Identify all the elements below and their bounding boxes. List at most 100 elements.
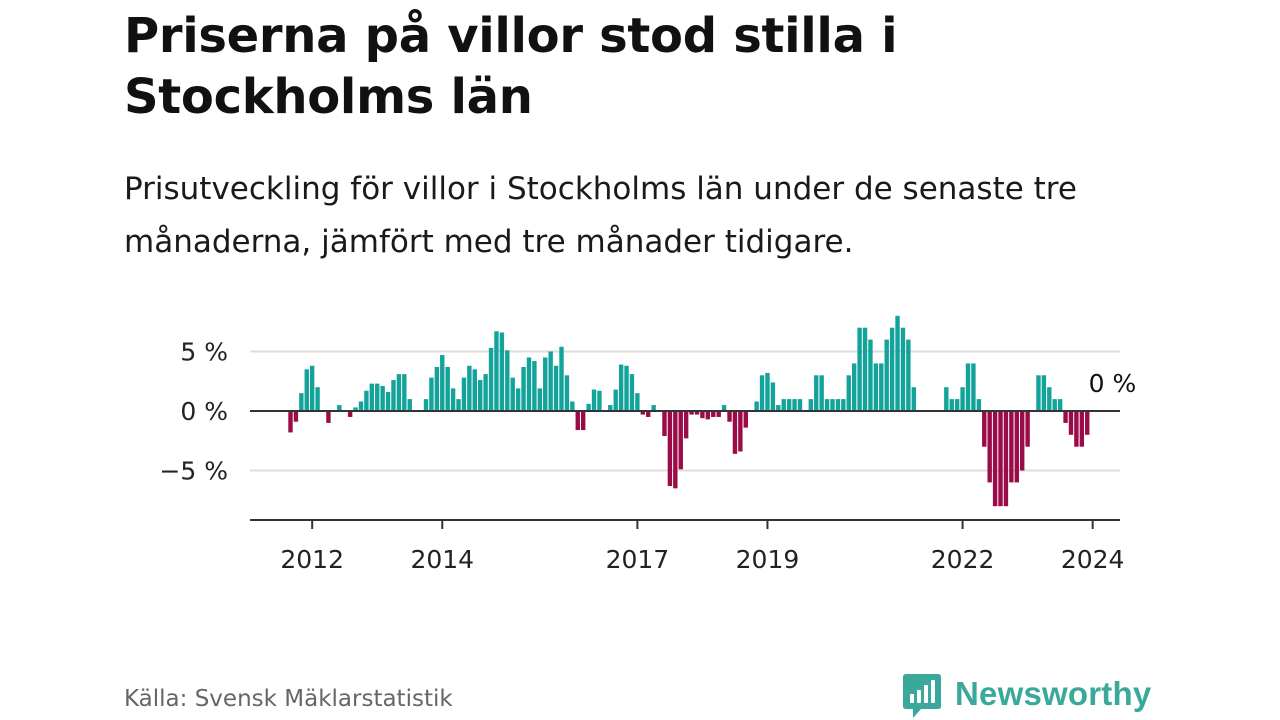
bar: [288, 411, 293, 433]
bar: [456, 399, 461, 411]
bar: [304, 369, 309, 411]
x-tick-label: 2012: [280, 545, 344, 574]
y-tick-label: −5 %: [159, 457, 228, 486]
bar: [797, 399, 803, 411]
newsworthy-icon: [903, 674, 941, 718]
bar: [721, 405, 727, 411]
bar: [461, 377, 467, 411]
bar: [396, 374, 402, 411]
bar: [700, 411, 705, 419]
bar: [629, 374, 635, 411]
bar: [591, 389, 597, 411]
bar: [846, 375, 851, 411]
x-tick-label: 2017: [606, 545, 670, 574]
bar: [505, 350, 510, 411]
bar: [683, 411, 689, 439]
bar: [900, 327, 906, 411]
bar: [711, 411, 716, 417]
bar: [309, 365, 315, 411]
bar: [445, 366, 450, 411]
bar: [586, 403, 591, 411]
bar: [738, 411, 743, 452]
bar: [570, 401, 575, 411]
bar: [694, 411, 700, 415]
bar: [353, 407, 358, 411]
bar: [380, 386, 385, 411]
bar: [830, 399, 835, 411]
bar: [884, 339, 889, 411]
bar: [954, 399, 960, 411]
bar: [889, 327, 895, 411]
bar: [895, 315, 900, 411]
bar: [483, 374, 488, 411]
bar: [743, 411, 748, 428]
bar: [537, 388, 543, 411]
bar: [727, 411, 732, 422]
bar: [478, 380, 483, 411]
x-axis: [250, 519, 1120, 529]
bar: [434, 366, 440, 411]
bar: [440, 355, 445, 411]
brand-name: Newsworthy: [955, 675, 1152, 712]
bar: [1079, 411, 1085, 447]
bar: [548, 351, 553, 411]
bar: [407, 399, 412, 411]
grid-lines: [250, 350, 1120, 472]
bar: [494, 331, 499, 411]
bar: [358, 401, 364, 411]
bar-chart: 5 % 0 % −5 % 2012 2014 2017 2019 2022 2024 0 %: [159, 315, 1137, 574]
bar: [944, 387, 949, 411]
bar: [1068, 411, 1074, 435]
bar: [467, 365, 472, 411]
bar: [862, 327, 868, 411]
bar: [580, 411, 586, 431]
bar: [1020, 411, 1025, 471]
latest-value-label: 0 %: [1089, 369, 1137, 398]
bar: [960, 387, 965, 411]
bar: [1047, 387, 1052, 411]
bar: [510, 377, 515, 411]
bar: [1057, 399, 1063, 411]
y-tick-label: 5 %: [180, 338, 228, 367]
bar: [776, 405, 781, 411]
bar: [841, 399, 846, 411]
bar: [472, 369, 477, 411]
bar: [732, 411, 738, 454]
bar: [635, 393, 640, 411]
bar: [759, 375, 765, 411]
bar: [532, 361, 537, 411]
bar: [868, 339, 873, 411]
newsworthy-logo[interactable]: Newsworthy: [901, 668, 1151, 720]
bar: [1085, 411, 1090, 435]
bar: [814, 375, 819, 411]
bar: [1063, 411, 1068, 423]
bar: [488, 347, 494, 411]
x-tick-label: 2024: [1061, 545, 1125, 574]
bar: [391, 380, 396, 411]
bar: [673, 411, 678, 489]
bar: [689, 411, 694, 415]
bar: [678, 411, 683, 470]
bar: [613, 389, 618, 411]
bar: [792, 399, 797, 411]
bar: [293, 411, 299, 422]
bar: [786, 399, 792, 411]
bar: [824, 399, 830, 411]
bar: [640, 411, 645, 415]
bar: [364, 390, 369, 411]
bar: [667, 411, 673, 486]
bar: [369, 383, 374, 411]
bar: [608, 405, 613, 411]
bar: [1025, 411, 1030, 447]
bar: [662, 411, 667, 436]
bar: [375, 383, 380, 411]
bar: [906, 339, 911, 411]
bar: [819, 375, 824, 411]
bar: [1074, 411, 1079, 447]
bar: [976, 399, 982, 411]
bar: [499, 332, 505, 411]
bar: [564, 375, 570, 411]
bar: [559, 346, 564, 411]
bar: [429, 377, 434, 411]
bar: [754, 401, 759, 411]
